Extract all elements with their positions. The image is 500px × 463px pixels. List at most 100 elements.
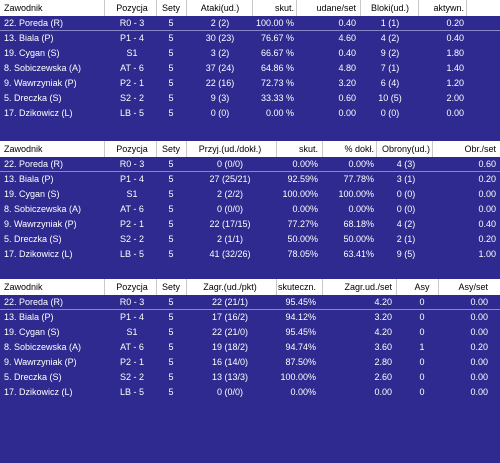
column-header-player[interactable]: Zawodnik bbox=[4, 144, 43, 154]
column-header-sets[interactable]: Sety bbox=[161, 3, 180, 13]
cell-block-per-set: 0.20 bbox=[470, 61, 500, 75]
cell-aces: 0 bbox=[419, 327, 425, 337]
column-header-block-active[interactable]: aktywn. bbox=[433, 3, 464, 13]
table-row[interactable]: 22. Poreda (R) R0 - 3 5 2 (2) 100.00 % 0.40 1 … bbox=[0, 16, 500, 31]
column-divider[interactable] bbox=[186, 279, 187, 295]
column-header-reception-accuracy[interactable]: % dokł. bbox=[344, 144, 374, 154]
column-divider[interactable] bbox=[186, 141, 187, 157]
column-divider[interactable] bbox=[104, 0, 105, 16]
column-header-defense-per-set[interactable]: Obr./set bbox=[464, 144, 496, 154]
column-divider[interactable] bbox=[322, 279, 323, 295]
column-header-attack-per-set[interactable]: udane/set bbox=[316, 3, 356, 13]
table-row[interactable]: 19. Cygan (S) S1 5 22 (21/0) 95.45% 4.20 0 0.00 bbox=[0, 325, 500, 339]
column-header-attacks[interactable]: Ataki(ud.) bbox=[200, 3, 240, 13]
column-divider[interactable] bbox=[156, 0, 157, 16]
cell-serve-per-set: 2.80 bbox=[374, 357, 392, 367]
cell-block-per-set: 1.00 bbox=[470, 91, 500, 105]
reception-defense-table[interactable]: Zawodnik Pozycja Sety Przyj.(ud./dokł.) skut… bbox=[0, 141, 500, 269]
column-header-sets[interactable]: Sety bbox=[161, 144, 180, 154]
column-divider[interactable] bbox=[418, 0, 419, 16]
table-row[interactable]: 17. Dzikowicz (L) LB - 5 5 41 (32/26) 78.05%… bbox=[0, 247, 500, 261]
column-divider[interactable] bbox=[276, 279, 277, 295]
table-row[interactable]: 8. Sobiczewska (A) AT - 6 5 37 (24) 64.86 % 4… bbox=[0, 61, 500, 75]
cell-attacks: 22 (16) bbox=[205, 78, 235, 88]
table-row[interactable]: 19. Cygan (S) S1 5 3 (2) 66.67 % 0.40 9 (2) 1.8… bbox=[0, 46, 500, 60]
column-header-blocks[interactable]: Bloki(ud.) bbox=[370, 3, 409, 13]
column-divider[interactable] bbox=[360, 0, 361, 16]
cell-attack-eff: 100.00 % bbox=[255, 18, 294, 28]
cell-serve-eff: 94.74% bbox=[285, 342, 316, 352]
column-header-sets[interactable]: Sety bbox=[161, 282, 180, 292]
cell-serve-eff: 0.00% bbox=[290, 387, 316, 397]
column-divider[interactable] bbox=[252, 0, 253, 16]
column-header-block-per-set[interactable]: ilość/set bbox=[470, 0, 500, 16]
table-row[interactable]: 13. Biala (P) P1 - 4 5 27 (25/21) 92.59% 77.7… bbox=[0, 172, 500, 186]
cell-reception: 2 (2/2) bbox=[216, 189, 243, 199]
column-divider[interactable] bbox=[396, 279, 397, 295]
cell-position: LB - 5 bbox=[119, 387, 144, 397]
cell-serve-eff: 87.50% bbox=[285, 357, 316, 367]
cell-defense-per-set: 0.60 bbox=[478, 159, 496, 169]
column-header-aces[interactable]: Asy bbox=[414, 282, 430, 292]
table-row[interactable]: 22. Poreda (R) R0 - 3 5 0 (0/0) 0.00% 0.00% 4 … bbox=[0, 157, 500, 172]
column-header-player[interactable]: Zawodnik bbox=[4, 282, 43, 292]
column-header-serves[interactable]: Zagr.(ud./pkt) bbox=[203, 282, 257, 292]
column-divider[interactable] bbox=[296, 0, 297, 16]
table-row[interactable]: 22. Poreda (R) R0 - 3 5 22 (21/1) 95.45% 4.20… bbox=[0, 295, 500, 310]
column-header-reception[interactable]: Przyj.(ud./dokł.) bbox=[198, 144, 262, 154]
column-divider[interactable] bbox=[276, 141, 277, 157]
cell-sets: 5 bbox=[168, 219, 174, 229]
cell-sets: 5 bbox=[168, 174, 174, 184]
column-divider[interactable] bbox=[104, 141, 105, 157]
column-header-reception-eff[interactable]: skut. bbox=[298, 144, 318, 154]
table-row[interactable]: 8. Sobiczewska (A) AT - 6 5 0 (0/0) 0.00% 0.0… bbox=[0, 202, 500, 216]
table-row[interactable]: 13. Biala (P) P1 - 4 5 30 (23) 76.67 % 4.60 4 … bbox=[0, 31, 500, 45]
cell-attacks: 30 (23) bbox=[205, 33, 235, 43]
serve-table[interactable]: Zawodnik Pozycja Sety Zagr.(ud./pkt) skutecz… bbox=[0, 279, 500, 407]
cell-block-active: 0.00 bbox=[446, 108, 464, 118]
column-header-position[interactable]: Pozycja bbox=[116, 3, 148, 13]
table-row[interactable]: 5. Dreczka (S) S2 - 2 5 9 (3) 33.33 % 0.60 10 … bbox=[0, 91, 500, 105]
column-divider[interactable] bbox=[322, 141, 323, 157]
column-divider[interactable] bbox=[156, 279, 157, 295]
column-divider[interactable] bbox=[432, 141, 433, 157]
column-header-position[interactable]: Pozycja bbox=[116, 282, 148, 292]
column-header-serve-per-set[interactable]: Zagr.ud./set bbox=[344, 282, 392, 292]
cell-sets: 5 bbox=[168, 234, 174, 244]
table-row[interactable]: 5. Dreczka (S) S2 - 2 5 2 (1/1) 50.00% 50.00%… bbox=[0, 232, 500, 246]
cell-reception: 41 (32/26) bbox=[209, 249, 251, 259]
table-row[interactable]: 13. Biala (P) P1 - 4 5 17 (16/2) 94.12% 3.20 0… bbox=[0, 310, 500, 324]
attack-block-table[interactable]: Zawodnik Pozycja Sety Ataki(ud.) skut. udane/… bbox=[0, 0, 500, 128]
column-divider[interactable] bbox=[104, 279, 105, 295]
column-header-player[interactable]: Zawodnik bbox=[4, 3, 43, 13]
column-header-serve-eff[interactable]: skuteczn. bbox=[277, 282, 316, 292]
column-header-attack-eff[interactable]: skut. bbox=[274, 3, 294, 13]
table-header-row: Zawodnik Pozycja Sety Zagr.(ud./pkt) skutecz… bbox=[0, 279, 500, 295]
column-divider[interactable] bbox=[466, 0, 467, 16]
column-header-aces-per-set[interactable]: Asy/set bbox=[458, 282, 488, 292]
cell-aces-per-set: 0.00 bbox=[470, 297, 488, 307]
cell-reception-eff: 77.27% bbox=[287, 219, 318, 229]
table-row[interactable]: 8. Sobiczewska (A) AT - 6 5 19 (18/2) 94.74%… bbox=[0, 340, 500, 354]
cell-sets: 5 bbox=[168, 159, 174, 169]
column-divider[interactable] bbox=[186, 0, 187, 16]
column-divider[interactable] bbox=[438, 279, 439, 295]
table-row[interactable]: 17. Dzikowicz (L) LB - 5 5 0 (0) 0.00 % 0.00 0… bbox=[0, 106, 500, 120]
table-row[interactable]: 5. Dreczka (S) S2 - 2 5 13 (13/3) 100.00% 2.6… bbox=[0, 370, 500, 384]
table-row[interactable]: 9. Wawrzyniak (P) P2 - 1 5 22 (17/15) 77.27%… bbox=[0, 217, 500, 231]
table-row[interactable]: 17. Dzikowicz (L) LB - 5 5 0 (0/0) 0.00% 0.00… bbox=[0, 385, 500, 399]
table-header-row: Zawodnik Pozycja Sety Ataki(ud.) skut. udane/… bbox=[0, 0, 500, 16]
column-divider[interactable] bbox=[156, 141, 157, 157]
table-row[interactable]: 19. Cygan (S) S1 5 2 (2/2) 100.00% 100.00% 0 (… bbox=[0, 187, 500, 201]
column-divider[interactable] bbox=[376, 141, 377, 157]
column-header-defense[interactable]: Obrony(ud.) bbox=[381, 144, 431, 154]
cell-attack-per-set: 4.80 bbox=[338, 63, 356, 73]
column-header-position[interactable]: Pozycja bbox=[116, 144, 148, 154]
cell-aces: 1 bbox=[419, 342, 425, 352]
cell-aces-per-set: 0.00 bbox=[470, 357, 488, 367]
table-row[interactable]: 9. Wawrzyniak (P) P2 - 1 5 16 (14/0) 87.50% 2… bbox=[0, 355, 500, 369]
table-row[interactable]: 9. Wawrzyniak (P) P2 - 1 5 22 (16) 72.73 % 3.… bbox=[0, 76, 500, 90]
cell-reception-eff: 78.05% bbox=[287, 249, 318, 259]
cell-defense-per-set: 1.00 bbox=[478, 249, 496, 259]
cell-serve-per-set: 4.20 bbox=[374, 297, 392, 307]
